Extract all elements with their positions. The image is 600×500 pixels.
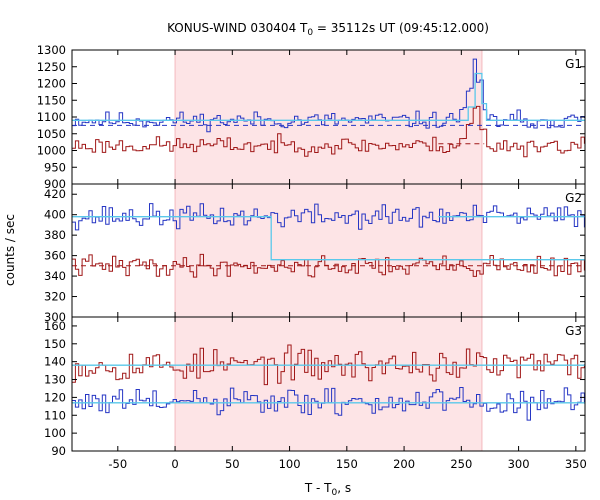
y-tick-label: 950 <box>44 160 66 174</box>
panel-label: G3 <box>565 324 582 338</box>
y-tick-label: 340 <box>44 269 66 283</box>
series-red-counts <box>72 344 585 386</box>
x-axis-title: T - T0, s <box>304 481 351 498</box>
shaded-interval <box>175 184 482 317</box>
fit-line-cyan <box>72 216 585 261</box>
x-axis-title-rest: , s <box>337 481 351 495</box>
series-blue-counts <box>72 387 585 421</box>
x-axis-title-main: T - T <box>304 481 332 495</box>
chart-title-rest: = 35112s UT (09:45:12.000) <box>313 21 489 35</box>
series-red-counts <box>72 105 585 158</box>
y-tick-label: 1200 <box>37 77 66 91</box>
y-tick-label: 90 <box>51 444 66 458</box>
svg-text:KONUS-WIND 030404 T0 = 35112s: KONUS-WIND 030404 T0 = 35112s UT (09:45:… <box>167 21 489 38</box>
y-tick-label: 110 <box>44 408 66 422</box>
y-tick-label: 900 <box>44 177 66 191</box>
x-tick-label: 200 <box>393 457 415 471</box>
x-tick-label: -50 <box>108 457 127 471</box>
y-tick-label: 160 <box>44 319 66 333</box>
y-tick-label: 1000 <box>37 144 66 158</box>
y-tick-label: 140 <box>44 355 66 369</box>
y-tick-label: 1050 <box>37 127 66 141</box>
y-axis-title: counts / sec <box>3 214 17 286</box>
x-tick-label: 0 <box>171 457 178 471</box>
x-tick-label: 300 <box>508 457 530 471</box>
y-tick-label: 1100 <box>37 110 66 124</box>
svg-text:T - T0, s: T - T0, s <box>304 481 351 498</box>
fit-line-cyan <box>72 72 585 121</box>
series-red-counts <box>72 253 585 278</box>
x-tick-label: 50 <box>225 457 240 471</box>
panel-g2: 300 320 340 360 380 400 420 G2 <box>44 183 586 324</box>
chart-title-subscript: 0 <box>307 28 313 38</box>
y-tick-label: 1150 <box>37 93 66 107</box>
y-tick-label: 300 <box>44 310 66 324</box>
panel-label: G1 <box>565 57 582 71</box>
y-tick-label: 1300 <box>37 43 66 57</box>
y-tick-label: 320 <box>44 290 66 304</box>
panel-g1: 900 950 1000 1050 1100 1150 1200 1250 1300 G1 <box>37 43 586 191</box>
y-tick-label: 150 <box>44 337 66 351</box>
y-tick-label: 400 <box>44 208 66 222</box>
shaded-interval <box>175 317 482 451</box>
panel-label: G2 <box>565 191 582 205</box>
x-tick-label: 100 <box>279 457 301 471</box>
y-tick-label: 420 <box>44 187 66 201</box>
panel-frame <box>71 316 586 452</box>
x-tick-label: 250 <box>450 457 472 471</box>
series-blue-counts <box>72 58 585 133</box>
y-tick-label: 380 <box>44 228 66 242</box>
series-blue-counts <box>72 203 585 231</box>
y-tick-label: 120 <box>44 390 66 404</box>
x-axis-title-subscript: 0 <box>332 488 338 498</box>
chart-title: KONUS-WIND 030404 T0 = 35112s UT (09:45:… <box>167 21 489 38</box>
x-tick-label: 150 <box>336 457 358 471</box>
y-tick-label: 100 <box>44 426 66 440</box>
y-tick-label: 130 <box>44 373 66 387</box>
x-tick-label: 350 <box>565 457 587 471</box>
y-tick-label: 360 <box>44 249 66 263</box>
y-tick-label: 1250 <box>37 60 66 74</box>
chart-title-main: KONUS-WIND 030404 T <box>167 21 308 35</box>
panel-g3: 90 100 110 120 130 140 150 160 G3 <box>44 316 586 458</box>
